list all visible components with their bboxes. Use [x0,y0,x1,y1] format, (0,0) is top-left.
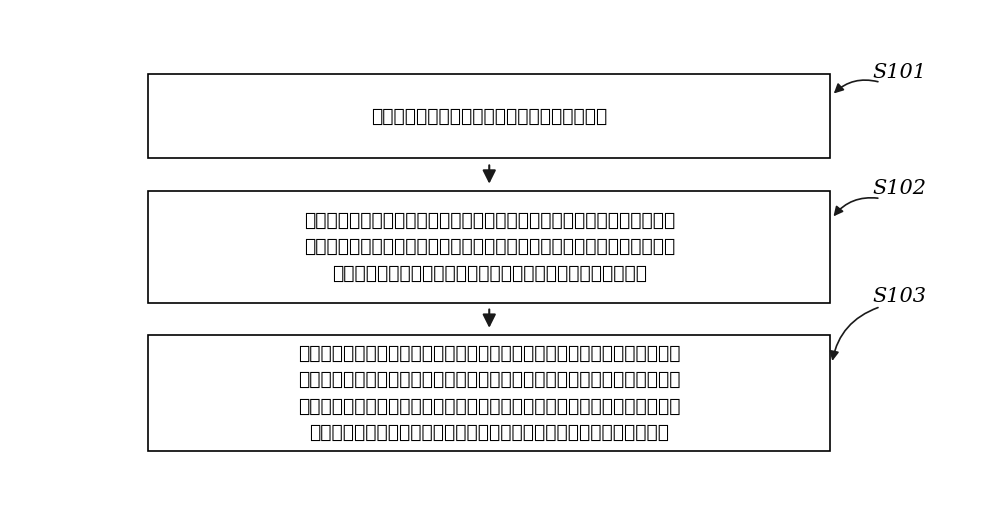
Text: S103: S103 [873,287,927,306]
Bar [148,335,830,451]
Text: 基于盖板传感器发送的信号判断盖板的开关状态: 基于盖板传感器发送的信号判断盖板的开关状态 [371,107,607,126]
Bar [148,74,830,159]
FancyArrowPatch shape [830,307,878,359]
Bar [148,190,830,303]
Text: S102: S102 [873,179,927,198]
FancyArrowPatch shape [835,198,878,215]
FancyArrowPatch shape [835,80,878,92]
Text: S101: S101 [873,63,927,82]
Text: 如果所述盖板处于打开状态，设置微波感应模块的检测模式为手势侦测模式，
并将感应范围设置为第二感应范围，判断进入到第二感应范围的运动物体的动
作为手势动作还是身体: 如果所述盖板处于打开状态，设置微波感应模块的检测模式为手势侦测模式， 并将感应范… [298,344,680,442]
Text: 如果所述盖板处于关盖状态，设置微波感应模块的检测模式为体感侦测模式
，并将感应范围设置为第一感应范围，判断进入到第一感应范围的运动物体
是经过马桶还是要使用马桶: 如果所述盖板处于关盖状态，设置微波感应模块的检测模式为体感侦测模式 ，并将感应范… [304,211,675,282]
